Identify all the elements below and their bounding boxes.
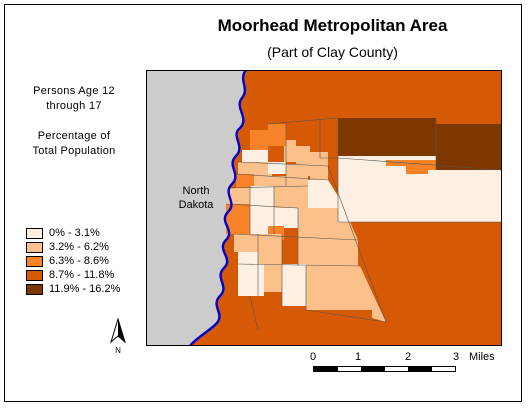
- north-dakota-label: North: [183, 185, 210, 197]
- red-river: [189, 70, 248, 346]
- scale-tick-label: 2: [405, 351, 412, 363]
- tract-central: [258, 252, 282, 264]
- legend-swatch: [26, 269, 43, 281]
- scale-unit: Miles: [469, 351, 495, 363]
- tract-central: [284, 140, 296, 162]
- scale-segment: [408, 367, 432, 371]
- legend-label: 6.3% - 8.6%: [49, 255, 109, 267]
- tract-central: [296, 146, 310, 164]
- tract-central: [274, 208, 298, 228]
- legend: 0% - 3.1% 3.2% - 6.2% 6.3% - 8.6% 8.7% -…: [26, 226, 120, 296]
- choropleth-map: North Dakota: [146, 70, 502, 346]
- tract-central: [310, 166, 328, 180]
- legend-item: 11.9% - 16.2%: [26, 282, 120, 296]
- legend-swatch: [26, 283, 43, 295]
- scale-segment: [337, 367, 361, 371]
- legend-heading-4: Total Population: [32, 145, 116, 157]
- tract-central: [258, 264, 264, 296]
- scale-bar: [313, 366, 456, 372]
- legend-item: 3.2% - 6.2%: [26, 240, 120, 254]
- tract-central: [298, 208, 358, 266]
- tract-central: [264, 264, 282, 292]
- tract-central: [320, 118, 338, 158]
- tract-central: [268, 124, 286, 146]
- tract-central: [258, 234, 282, 252]
- legend-label: 8.7% - 11.8%: [49, 269, 115, 281]
- tract-central: [282, 264, 306, 306]
- tract-boundaries: [225, 117, 502, 331]
- legend-label: 0% - 3.1%: [49, 227, 100, 239]
- legend-heading-3: Percentage of: [37, 130, 111, 142]
- tract-central: [234, 234, 258, 252]
- tract-central: [308, 180, 338, 210]
- map-frame: [4, 4, 522, 402]
- tract-central: [272, 176, 308, 186]
- legend-item: 6.3% - 8.6%: [26, 254, 120, 268]
- scale-segment: [361, 367, 385, 371]
- map-border: [146, 70, 502, 346]
- legend-heading-1: Persons Age 12: [33, 85, 115, 97]
- legend-item: 8.7% - 11.8%: [26, 268, 120, 282]
- tract-central: [254, 174, 272, 186]
- tract-central: [242, 150, 268, 162]
- scale-segment: [431, 367, 455, 371]
- tract-central: [304, 118, 320, 150]
- tract-central: [372, 292, 386, 322]
- tract-central: [268, 162, 286, 174]
- region-north-dakota: [146, 70, 246, 346]
- tract-central: [236, 174, 254, 188]
- legend-swatch: [26, 255, 43, 267]
- tract-ne-dark-2: [436, 124, 502, 170]
- map-subtitle: (Part of Clay County): [267, 44, 398, 60]
- tract-central: [250, 186, 274, 202]
- legend-label: 11.9% - 16.2%: [49, 283, 121, 295]
- tract-ne-dark-1: [338, 118, 436, 156]
- scale-segment: [384, 367, 408, 371]
- scale-tick-label: 0: [310, 351, 317, 363]
- map-title: Moorhead Metropolitan Area: [217, 16, 448, 35]
- north-label: N: [115, 346, 121, 355]
- tract-central: [310, 152, 328, 166]
- north-dakota-label: Dakota: [179, 199, 215, 211]
- legend-swatch: [26, 227, 43, 239]
- tract-central: [286, 164, 310, 176]
- tract-east-light: [338, 156, 502, 222]
- tract-central: [274, 186, 308, 208]
- legend-label: 3.2% - 6.2%: [49, 241, 109, 253]
- legend-heading-2: through 17: [46, 100, 102, 112]
- north-arrow-icon: N: [110, 318, 126, 355]
- tract-central: [250, 130, 268, 156]
- tract-central: [238, 162, 268, 174]
- scale-tick-label: 3: [453, 351, 460, 363]
- tract-central: [306, 266, 372, 310]
- tract-east-small: [386, 160, 436, 174]
- legend-swatch: [26, 241, 43, 253]
- tract-central: [238, 252, 258, 296]
- tract-central: [228, 188, 250, 204]
- legend-item: 0% - 3.1%: [26, 226, 120, 240]
- scale-segment: [314, 367, 338, 371]
- scale-tick-label: 1: [355, 351, 362, 363]
